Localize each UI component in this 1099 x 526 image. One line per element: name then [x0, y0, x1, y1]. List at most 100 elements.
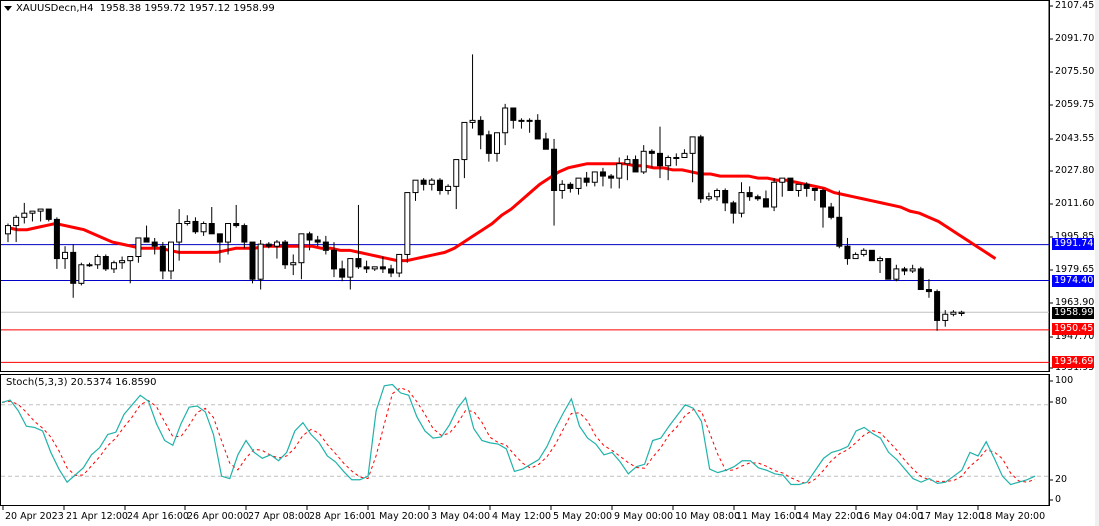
candle [363, 260, 370, 274]
price-label: 2075.50 [1055, 66, 1095, 77]
time-label: 16 May 04:00 [858, 511, 924, 522]
stoch-level-label: 100 [1055, 375, 1074, 386]
candle [575, 177, 582, 195]
time-label: 20 Apr 2023 [5, 511, 64, 522]
candle [216, 233, 223, 263]
candle [453, 159, 460, 210]
candle [241, 223, 248, 249]
candle [127, 256, 134, 284]
time-label: 10 May 08:00 [675, 511, 741, 522]
price-tag: 1991.74 [1052, 238, 1094, 250]
candle [200, 221, 207, 236]
candle [151, 237, 158, 255]
stoch-main-line [1, 383, 1036, 486]
candle [665, 155, 672, 181]
candle [787, 177, 794, 192]
time-label: 28 Apr 16:00 [309, 511, 371, 522]
candle [754, 194, 761, 201]
candle [78, 262, 85, 286]
candle [436, 178, 443, 195]
window-edge [1095, 0, 1099, 526]
price-label: 2011.60 [1055, 198, 1095, 209]
price-label: 2107.45 [1055, 0, 1095, 11]
candle [648, 149, 655, 168]
candle [290, 254, 297, 276]
candle [37, 208, 44, 222]
candle [192, 217, 199, 234]
candle [469, 54, 476, 129]
candle [738, 182, 745, 218]
time-label: 11 May 16:00 [736, 511, 802, 522]
candle [836, 190, 843, 249]
candle [168, 241, 174, 280]
price-label: 1963.90 [1055, 297, 1095, 308]
candle [844, 237, 851, 265]
candle [94, 254, 101, 269]
candle [110, 260, 117, 274]
candle [282, 240, 289, 269]
candle [347, 258, 354, 290]
candle [29, 210, 36, 222]
candle [762, 190, 769, 208]
candle [567, 182, 574, 193]
candle [771, 178, 778, 212]
price-tag: 1974.40 [1052, 275, 1094, 287]
candle [102, 254, 109, 271]
candle [306, 231, 313, 251]
candle [143, 225, 150, 243]
candle [868, 249, 875, 262]
candle [657, 126, 663, 179]
candle [225, 223, 232, 255]
candle [420, 178, 427, 191]
candle [958, 310, 965, 317]
candle [714, 188, 721, 201]
candle [176, 209, 183, 261]
candle [70, 244, 77, 298]
chart-title: XAUUSDecn,H4 1958.38 1959.72 1957.12 195… [4, 3, 275, 14]
time-label: 4 May 12:00 [492, 511, 552, 522]
candle [257, 240, 264, 290]
price-label: 1947.70 [1055, 331, 1095, 342]
candle [934, 289, 941, 331]
candle [811, 187, 818, 201]
candle [909, 264, 916, 274]
candle [860, 248, 867, 257]
candle [371, 266, 378, 271]
triangle-down-icon[interactable] [4, 5, 12, 11]
candle [599, 167, 606, 187]
candle [551, 138, 558, 226]
candle [379, 256, 386, 274]
candle [746, 186, 753, 201]
candle [159, 242, 166, 280]
candle [396, 253, 403, 278]
symbol-title: XAUUSDecn,H4 [16, 3, 94, 14]
candle [461, 121, 468, 179]
candle [803, 182, 810, 197]
candle [265, 242, 272, 249]
candle [673, 153, 680, 166]
candle [314, 235, 321, 247]
candle [616, 157, 623, 189]
candle [135, 237, 142, 263]
price-chart-pane[interactable] [0, 0, 1050, 372]
candle [428, 178, 435, 191]
candle [632, 155, 639, 173]
price-label: 2091.70 [1055, 33, 1095, 44]
candle [583, 171, 590, 187]
stoch-signal-line [1, 387, 1036, 485]
price-tag: 1958.99 [1052, 307, 1094, 319]
candle [705, 192, 712, 201]
candle [624, 155, 631, 181]
price-label: 2027.80 [1055, 165, 1095, 176]
candle [591, 171, 598, 187]
candle [608, 174, 615, 189]
candle [828, 202, 835, 220]
time-label: 5 May 20:00 [553, 511, 613, 522]
candle [901, 266, 908, 276]
candle [331, 242, 337, 278]
stoch-level-label: 0 [1055, 494, 1062, 505]
candle [184, 215, 191, 226]
candle [877, 256, 884, 274]
time-label: 26 Apr 00:00 [187, 511, 249, 522]
